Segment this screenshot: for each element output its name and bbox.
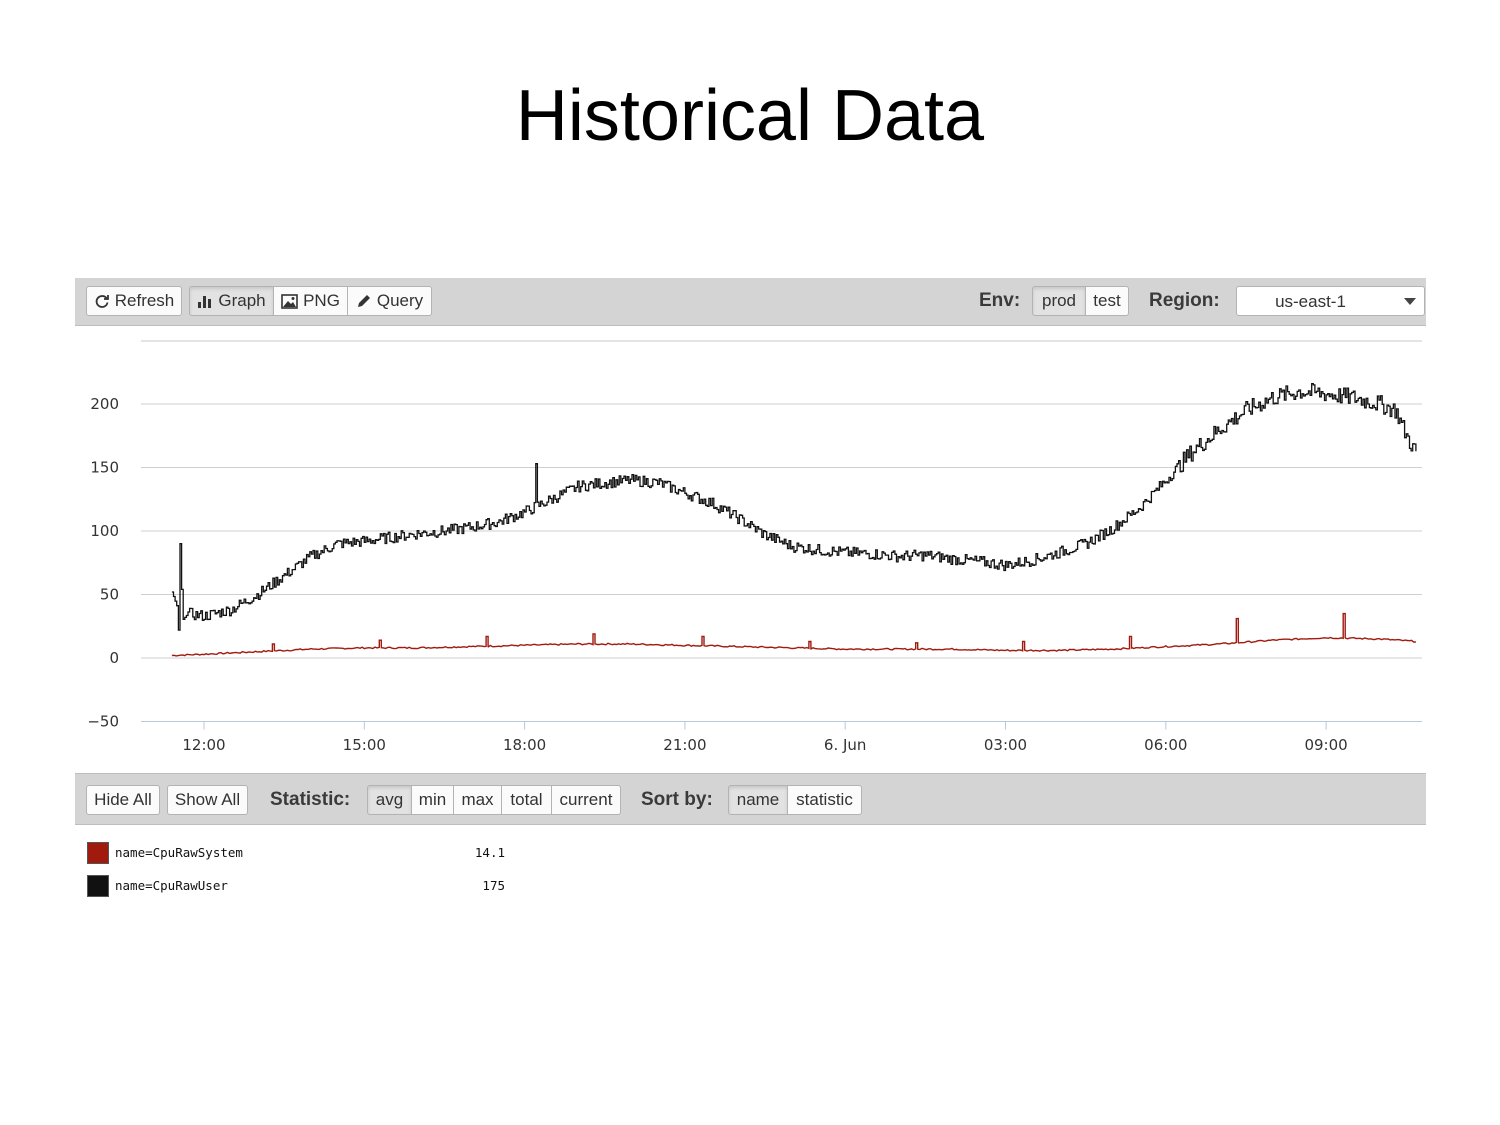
env-option-test[interactable]: test — [1085, 286, 1129, 316]
show-all-button[interactable]: Show All — [167, 785, 248, 815]
legend-item-value: 14.1 — [474, 845, 505, 860]
series-line-cpu-raw-system — [171, 612, 1416, 657]
refresh-button[interactable]: Refresh — [86, 286, 182, 316]
legend-item[interactable]: name=CpuRawSystem 14.1 — [87, 842, 587, 866]
graph-button[interactable]: Graph — [189, 286, 274, 316]
y-tick-label: −50 — [87, 713, 119, 731]
legend-item[interactable]: name=CpuRawUser 175 — [87, 875, 587, 899]
png-label: PNG — [303, 291, 340, 310]
x-tick-label: 12:00 — [182, 736, 225, 754]
statistic-option-avg[interactable]: avg — [367, 785, 412, 815]
hide-all-button[interactable]: Hide All — [86, 785, 160, 815]
y-tick-label: 200 — [90, 395, 119, 413]
x-tick-label: 18:00 — [503, 736, 546, 754]
region-select[interactable]: us-east-1 — [1236, 286, 1425, 316]
bar-chart-icon — [198, 296, 212, 308]
query-label: Query — [376, 291, 424, 310]
legend-item-name: name=CpuRawUser — [115, 878, 228, 893]
legend-list: name=CpuRawSystem 14.1 name=CpuRawUser 1… — [75, 824, 1426, 916]
statistic-option-current[interactable]: current — [551, 785, 621, 815]
sort-option-name[interactable]: name — [728, 785, 788, 815]
x-tick-label: 21:00 — [663, 736, 706, 754]
series-color-swatch[interactable] — [87, 875, 109, 897]
legend-toolbar: Hide All Show All Statistic: avg min max… — [75, 773, 1426, 825]
time-series-chart: −50 0 50 100 150 200 12:00 15:00 18:00 21:00 6. Ju… — [87, 340, 1422, 754]
x-tick-label: 03:00 — [984, 736, 1027, 754]
graph-app: Refresh Graph PNG Query Env: pro — [75, 278, 1426, 916]
top-toolbar: Refresh Graph PNG Query Env: pro — [75, 278, 1426, 326]
legend-item-value: 175 — [482, 878, 505, 893]
statistic-option-total[interactable]: total — [501, 785, 552, 815]
pencil-icon — [357, 295, 370, 307]
x-tick-label: 15:00 — [343, 736, 386, 754]
region-label: Region: — [1149, 290, 1220, 311]
x-tick-label: 6. Jun — [824, 736, 867, 754]
statistic-option-max[interactable]: max — [453, 785, 502, 815]
x-tick-label: 06:00 — [1144, 736, 1187, 754]
statistic-label: Statistic: — [270, 789, 351, 810]
series-line-cpu-raw-user — [171, 383, 1417, 631]
y-tick-label: 50 — [100, 586, 119, 604]
region-value: us-east-1 — [1275, 292, 1346, 311]
legend-item-name: name=CpuRawSystem — [115, 845, 243, 860]
sort-by-label: Sort by: — [641, 789, 713, 810]
y-tick-label: 100 — [90, 522, 119, 540]
graph-label: Graph — [218, 291, 266, 310]
env-option-prod[interactable]: prod — [1032, 286, 1086, 316]
y-tick-label: 0 — [109, 649, 119, 667]
image-icon — [281, 293, 298, 309]
sort-option-statistic[interactable]: statistic — [787, 785, 862, 815]
refresh-label: Refresh — [114, 291, 175, 310]
slide-title: Historical Data — [515, 76, 985, 156]
x-tick-label: 09:00 — [1304, 736, 1347, 754]
env-label: Env: — [979, 290, 1021, 311]
png-button[interactable]: PNG — [273, 286, 348, 316]
chevron-down-icon — [1404, 298, 1416, 305]
y-tick-label: 150 — [90, 459, 119, 477]
chart-area: −50 0 50 100 150 200 12:00 15:00 18:00 21:00 6. Ju… — [75, 326, 1426, 773]
query-button[interactable]: Query — [347, 286, 432, 316]
refresh-icon — [95, 295, 109, 308]
series-color-swatch[interactable] — [87, 842, 109, 864]
statistic-option-min[interactable]: min — [411, 785, 454, 815]
